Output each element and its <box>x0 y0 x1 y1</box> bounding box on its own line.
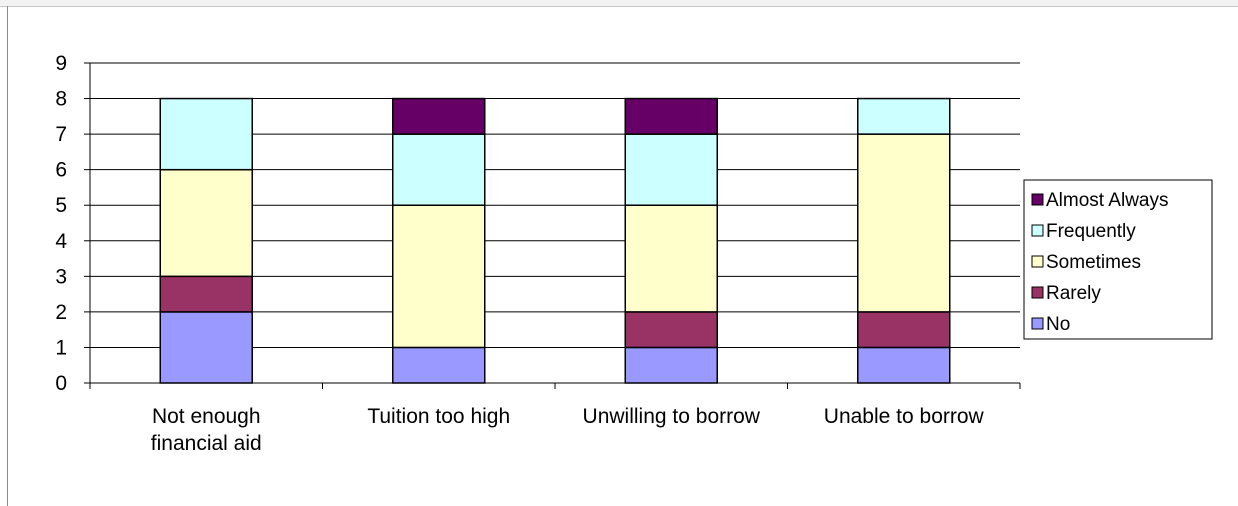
legend-swatch <box>1031 317 1044 330</box>
y-tick-label: 7 <box>55 123 67 146</box>
y-tick-label: 8 <box>55 88 67 111</box>
bar-segment <box>624 133 718 206</box>
bar-segment <box>624 97 718 135</box>
bar-segment <box>392 204 486 349</box>
bar-segment <box>159 311 253 384</box>
x-category-label: Unable to borrow <box>824 405 985 428</box>
y-tick-label: 0 <box>55 372 67 395</box>
legend-swatch <box>1031 193 1044 206</box>
y-tick-label: 5 <box>55 194 67 217</box>
legend-swatch <box>1031 255 1044 268</box>
x-category-label: financial aid <box>151 432 262 455</box>
legend-box <box>1023 179 1213 340</box>
legend: Almost Always Frequently Sometimes Rarely No <box>1023 179 1213 340</box>
bar-segment <box>392 97 486 135</box>
y-tick-label: 3 <box>55 265 67 288</box>
y-tick-label: 4 <box>55 230 67 253</box>
bar-segment <box>857 346 951 384</box>
bar-segment <box>159 97 253 171</box>
bar-segment <box>159 168 253 278</box>
bar-segment <box>392 346 486 384</box>
y-tick-label: 9 <box>55 52 67 75</box>
bar-segment <box>624 346 718 384</box>
bars <box>159 97 951 384</box>
bar-segment <box>624 204 718 313</box>
bar-segment <box>392 133 486 206</box>
y-tick-label: 2 <box>55 301 67 324</box>
bar-segment <box>857 311 951 349</box>
bar-segment <box>857 97 951 135</box>
axes: 0 1 2 3 4 5 6 7 8 9 Not enough financial aid Tuition… <box>55 52 1021 455</box>
legend-label: Rarely <box>1046 283 1101 304</box>
x-category-label: Not enough <box>152 405 261 428</box>
bar-segment <box>624 311 718 349</box>
x-category-label: Tuition too high <box>367 405 510 428</box>
bar-segment <box>857 133 951 313</box>
legend-label: No <box>1046 314 1070 335</box>
x-category-label: Unwilling to borrow <box>583 405 761 428</box>
y-tick-label: 6 <box>55 159 67 182</box>
bar-segment <box>159 275 253 313</box>
legend-label: Almost Always <box>1046 190 1168 211</box>
legend-label: Sometimes <box>1046 252 1141 273</box>
y-tick-label: 1 <box>55 336 67 359</box>
legend-label: Frequently <box>1046 221 1136 242</box>
chart-area <box>7 6 1238 506</box>
legend-swatch <box>1031 286 1044 299</box>
spreadsheet-header-strip <box>0 0 1238 7</box>
legend-swatch <box>1031 224 1044 237</box>
